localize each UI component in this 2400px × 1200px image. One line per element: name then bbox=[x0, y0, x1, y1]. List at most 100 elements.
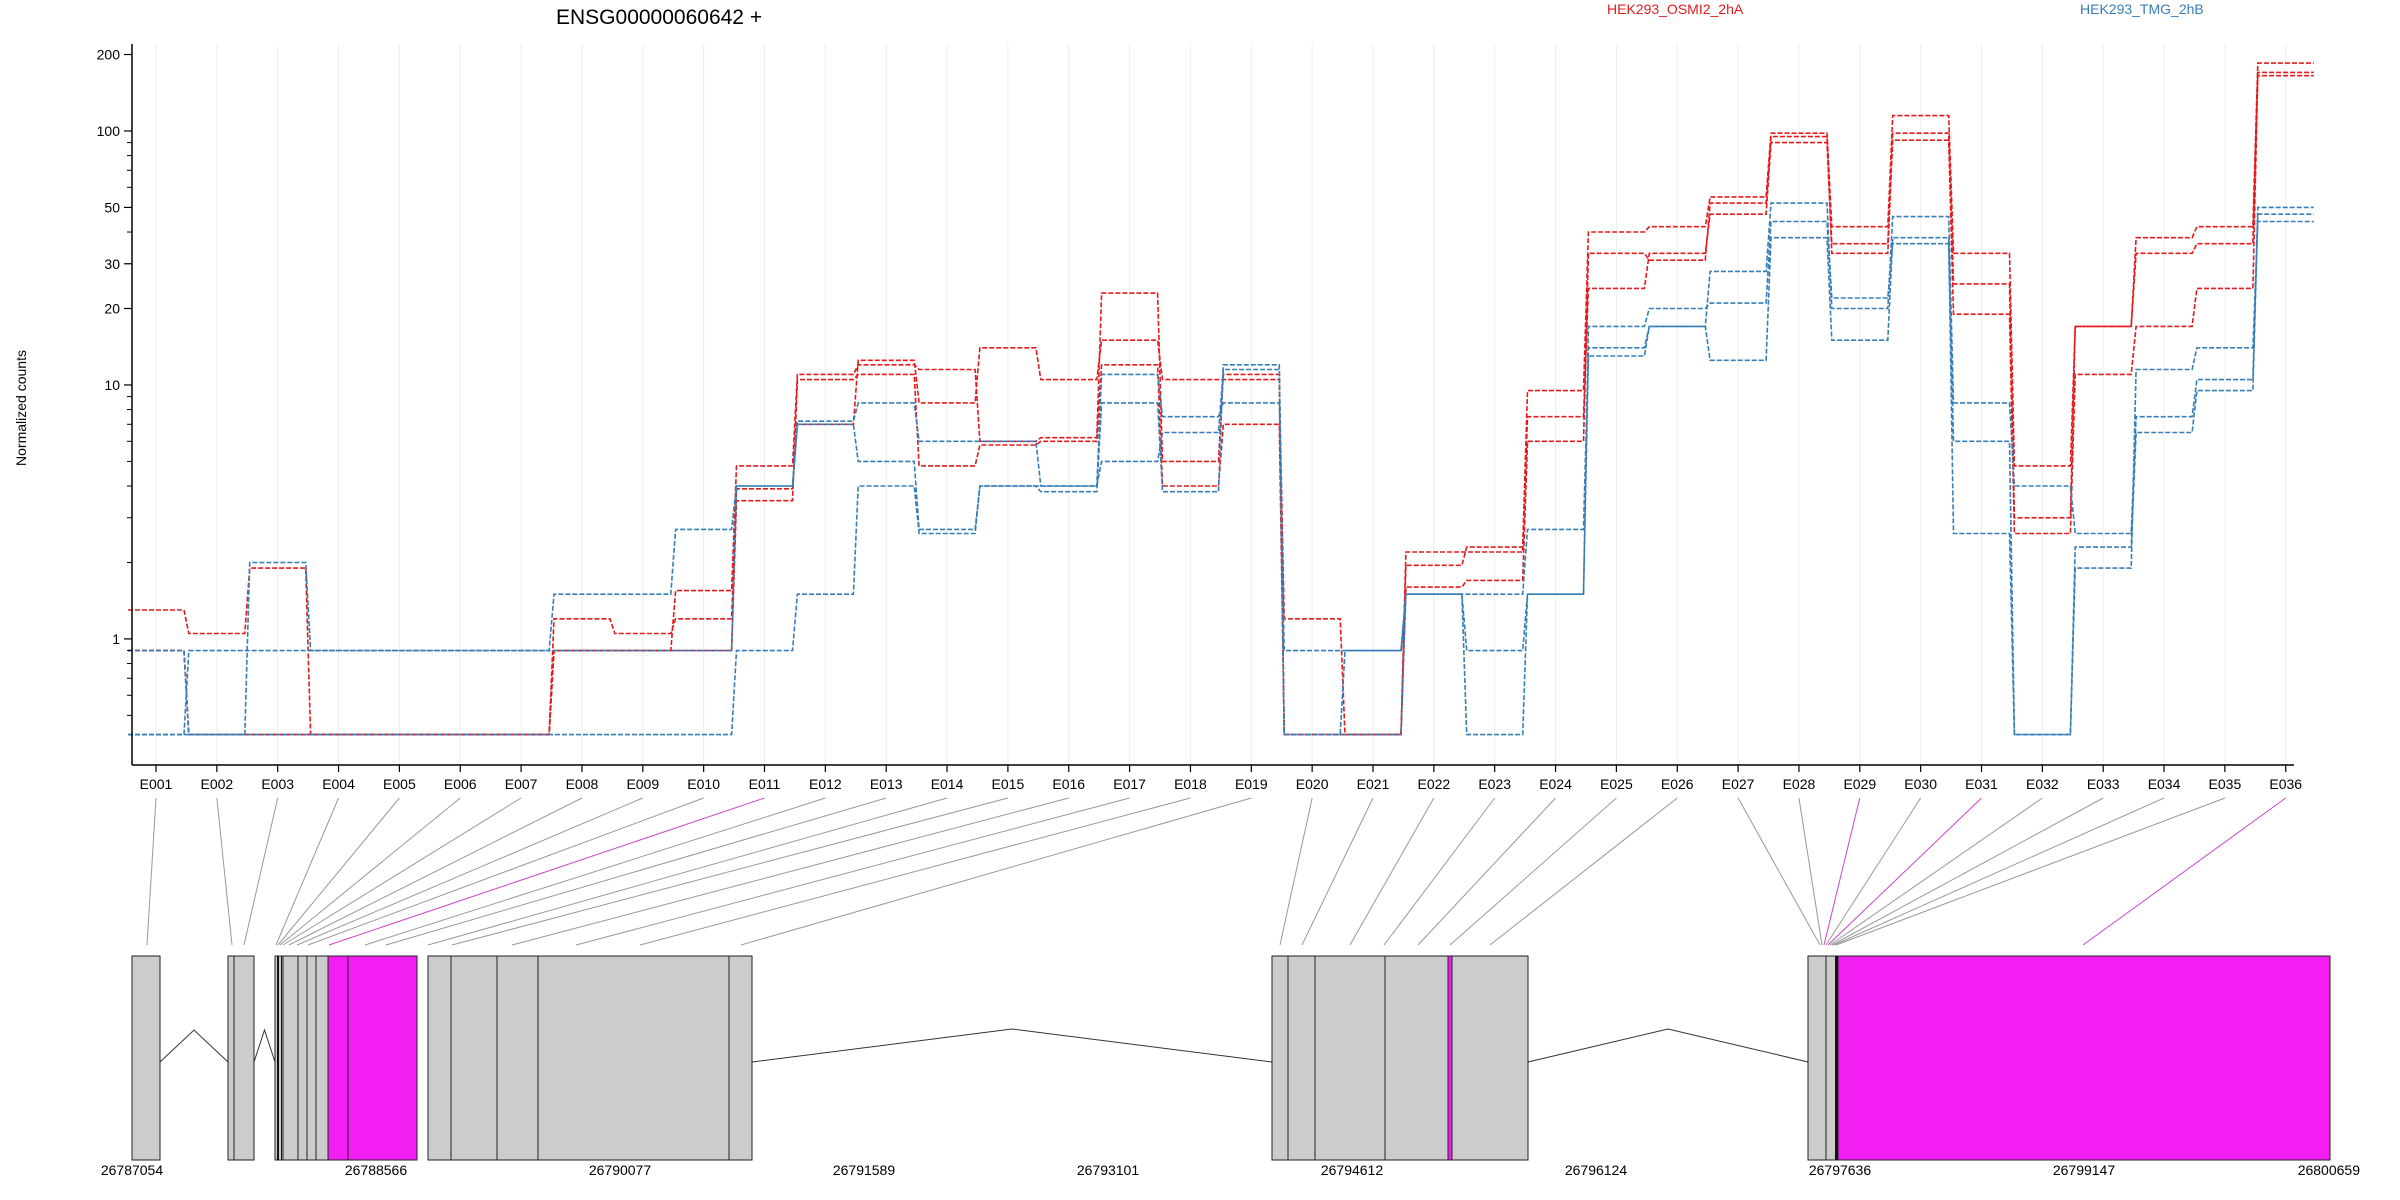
exon-label-e013: E013 bbox=[870, 776, 903, 792]
exon-connector bbox=[451, 797, 1009, 946]
coordinate-label: 26791589 bbox=[833, 1162, 896, 1178]
exon-connectors bbox=[146, 797, 2287, 946]
exon-label-e033: E033 bbox=[2087, 776, 2120, 792]
exon-label-e024: E024 bbox=[1539, 776, 1572, 792]
y-tick-label: 1 bbox=[112, 631, 120, 647]
exon-connector bbox=[1279, 797, 1313, 946]
intron-line bbox=[253, 1028, 276, 1063]
coordinate-label: 26799147 bbox=[2053, 1162, 2116, 1178]
exon-label-e004: E004 bbox=[322, 776, 355, 792]
series-lines bbox=[128, 62, 2314, 736]
coordinate-label: 26800659 bbox=[2298, 1162, 2361, 1178]
gene-exon-box bbox=[227, 955, 235, 1161]
exon-label-e016: E016 bbox=[1052, 776, 1085, 792]
gene-model bbox=[131, 955, 2331, 1161]
gene-exon-box bbox=[131, 955, 161, 1161]
series-line-tmg-2 bbox=[128, 213, 2314, 736]
exon-connector bbox=[307, 797, 704, 946]
exon-label-e017: E017 bbox=[1113, 776, 1146, 792]
gene-exon-boundary bbox=[1835, 956, 1838, 1160]
gene-exon-box bbox=[315, 955, 330, 1161]
chart-title: ENSG00000060642 + bbox=[556, 6, 762, 29]
exon-connector bbox=[275, 797, 340, 946]
gene-exon-box-highlighted bbox=[1837, 955, 2331, 1161]
exon-label-e030: E030 bbox=[1904, 776, 1937, 792]
coordinate-label: 26793101 bbox=[1077, 1162, 1140, 1178]
gene-exon-box bbox=[1287, 955, 1316, 1161]
gene-exon-box bbox=[1807, 955, 1827, 1161]
exon-connector bbox=[296, 797, 643, 946]
gene-exon-box-highlighted bbox=[327, 955, 349, 1161]
gene-exon-box bbox=[1271, 955, 1289, 1161]
coordinate-label: 26790077 bbox=[589, 1162, 652, 1178]
exon-connector bbox=[511, 797, 1069, 946]
exon-label-e031: E031 bbox=[1965, 776, 1998, 792]
legend-entry-tmg: HEK293_TMG_2hB bbox=[2080, 1, 2204, 17]
exon-label-e029: E029 bbox=[1843, 776, 1876, 792]
exon-label-e009: E009 bbox=[626, 776, 659, 792]
exon-connector bbox=[1737, 797, 1821, 946]
exon-label-e001: E001 bbox=[140, 776, 173, 792]
exon-label-e032: E032 bbox=[2026, 776, 2059, 792]
y-tick-label: 50 bbox=[104, 199, 120, 215]
exon-label-e014: E014 bbox=[931, 776, 964, 792]
y-tick-label: 30 bbox=[104, 256, 120, 272]
gene-exon-box bbox=[1384, 955, 1449, 1161]
exon-label-e022: E022 bbox=[1417, 776, 1450, 792]
exon-label-e015: E015 bbox=[992, 776, 1025, 792]
exon-label-e002: E002 bbox=[200, 776, 233, 792]
series-line-tmg-1 bbox=[128, 202, 2314, 736]
gene-exon-box-highlighted bbox=[347, 955, 418, 1161]
exon-connector bbox=[1831, 797, 2104, 946]
exon-label-e012: E012 bbox=[809, 776, 842, 792]
exon-connector bbox=[575, 797, 1130, 946]
exon-label-e034: E034 bbox=[2148, 776, 2181, 792]
gene-exon-box bbox=[233, 955, 255, 1161]
exon-connector bbox=[385, 797, 887, 946]
exon-label-e035: E035 bbox=[2209, 776, 2242, 792]
gene-exon-box bbox=[282, 955, 299, 1161]
exon-connector bbox=[1383, 797, 1496, 946]
exon-label-e010: E010 bbox=[687, 776, 720, 792]
exon-connector bbox=[639, 797, 1191, 946]
exon-connector bbox=[1825, 797, 1922, 946]
exon-connector-highlighted bbox=[328, 797, 765, 946]
exon-label-e005: E005 bbox=[383, 776, 416, 792]
exon-connector bbox=[279, 797, 461, 946]
exon-connector bbox=[1449, 797, 1617, 946]
coordinate-label: 26787054 bbox=[101, 1162, 164, 1178]
y-axis-label: Normalized counts bbox=[13, 350, 29, 466]
exon-connector-highlighted bbox=[1823, 797, 1861, 946]
y-tick-label: 10 bbox=[104, 377, 120, 393]
gridlines bbox=[155, 44, 2287, 765]
exon-connector bbox=[1833, 797, 2165, 946]
exon-label-e011: E011 bbox=[749, 776, 781, 792]
exon-connector bbox=[277, 797, 400, 946]
exon-connector bbox=[1835, 797, 2226, 946]
exon-label-e027: E027 bbox=[1722, 776, 1755, 792]
gene-exon-boundary bbox=[281, 956, 282, 1160]
coordinate-label: 26797636 bbox=[1809, 1162, 1872, 1178]
exon-connector-highlighted bbox=[2082, 797, 2287, 946]
y-tick-label: 20 bbox=[104, 300, 120, 316]
intron-line bbox=[1527, 1028, 1809, 1063]
genomic-coordinates: 26787054 26788566 26790077 26791589 26793101… bbox=[101, 1162, 2360, 1178]
gene-exon-box bbox=[306, 955, 317, 1161]
gene-exon-box bbox=[728, 955, 753, 1161]
gene-exon-box bbox=[537, 955, 730, 1161]
legend-entry-osmi2: HEK293_OSMI2_2hA bbox=[1607, 1, 1744, 17]
gene-exon-box bbox=[1314, 955, 1386, 1161]
exon-label-e023: E023 bbox=[1478, 776, 1511, 792]
y-tick-label: 100 bbox=[97, 123, 121, 139]
exon-connector bbox=[146, 797, 157, 946]
intron-line bbox=[751, 1028, 1273, 1063]
exon-connector bbox=[1349, 797, 1435, 946]
axes bbox=[131, 44, 2294, 766]
exon-connector bbox=[1798, 797, 1823, 946]
y-tick-label: 200 bbox=[97, 47, 121, 63]
gene-exon-box bbox=[496, 955, 539, 1161]
exon-label-e021: E021 bbox=[1357, 776, 1390, 792]
gene-exon-boundary bbox=[277, 956, 279, 1160]
exon-connector bbox=[1489, 797, 1678, 946]
